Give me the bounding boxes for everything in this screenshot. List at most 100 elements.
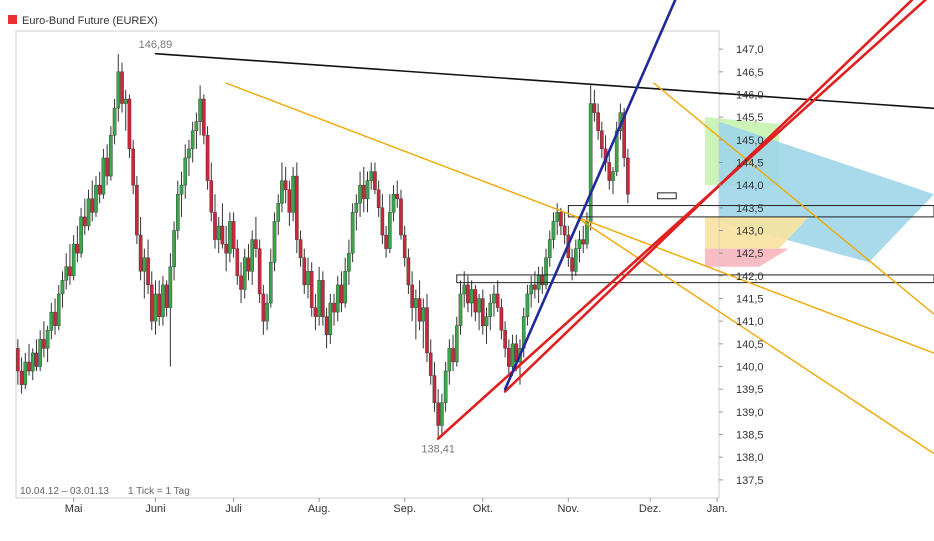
candle (484, 307, 489, 344)
candle (361, 167, 366, 213)
candle (399, 189, 403, 240)
x-axis: Mai Juni Juli Aug. Sep. Okt. Nov. Dez. Jan. (65, 498, 728, 515)
candle (529, 275, 533, 308)
candle-body (265, 302, 269, 322)
candle-body (42, 339, 46, 349)
candle-body (484, 316, 489, 326)
candle (86, 189, 91, 231)
candle (272, 212, 277, 272)
candle-body (157, 293, 162, 317)
candle-body (462, 284, 467, 295)
candle (492, 284, 496, 317)
trendlines-layer (154, 0, 934, 455)
candle-body (183, 157, 188, 186)
candle-body (469, 289, 474, 304)
candle-body (313, 307, 318, 317)
candle (45, 325, 50, 362)
candle (388, 194, 392, 254)
candle-body (161, 284, 165, 317)
candle-body (510, 343, 515, 367)
candle (187, 139, 191, 177)
candle (406, 248, 411, 294)
candle-body (626, 157, 630, 195)
candle (562, 212, 567, 245)
candle (306, 257, 310, 299)
candle-body (495, 293, 500, 308)
candle-body (458, 293, 463, 326)
candle (295, 162, 299, 254)
candle-body (295, 175, 299, 240)
plot-area-frame (15, 30, 720, 499)
candle-body (573, 248, 578, 272)
legend-swatch (8, 15, 17, 24)
candle-body (172, 230, 176, 267)
candle (454, 316, 459, 367)
y-tick-label: 140,0 (736, 362, 764, 374)
x-tick-label: Juni (145, 503, 165, 515)
candle (432, 361, 437, 412)
candle-body (235, 248, 240, 277)
candle-body (287, 189, 292, 213)
candle-body (16, 348, 20, 372)
y-tick-label: 144,5 (736, 157, 764, 169)
candle (354, 194, 359, 231)
candle-body (60, 280, 65, 295)
candle (555, 203, 559, 236)
y-tick-label: 138,0 (736, 452, 764, 464)
trendline (575, 216, 934, 455)
candle (202, 94, 206, 145)
candle-body (592, 103, 597, 113)
candle-body (607, 162, 612, 181)
candle-body (466, 284, 470, 304)
candle-body (190, 130, 195, 150)
candle (254, 216, 258, 258)
candle-body (123, 98, 128, 104)
candle-body (324, 316, 329, 335)
candle-body (402, 234, 407, 258)
candle (350, 203, 355, 263)
candles-layer (16, 54, 630, 439)
candle (231, 212, 236, 258)
candle-body (440, 402, 444, 426)
candle-body (23, 361, 28, 385)
candle (436, 389, 440, 439)
candle-body (86, 198, 91, 227)
candle (495, 280, 500, 313)
x-tick-label: Aug. (308, 503, 331, 515)
candle (64, 253, 69, 290)
candle-body (291, 175, 295, 213)
candle-body (380, 207, 385, 236)
y-tick-label: 140,5 (736, 339, 764, 351)
y-tick-label: 137,5 (736, 475, 764, 487)
y-tick-label: 139,5 (736, 384, 764, 396)
candle (224, 225, 228, 272)
candle-body (309, 271, 314, 308)
candle (414, 289, 418, 340)
y-tick-label: 141,0 (736, 316, 764, 328)
candle (209, 162, 214, 222)
candle (268, 248, 273, 308)
y-tick-label: 146,5 (736, 67, 764, 79)
candle-body (395, 194, 400, 199)
candle-body (97, 184, 102, 195)
candle (339, 271, 344, 313)
support-band (456, 274, 934, 284)
candle-body (268, 262, 273, 304)
candle (276, 194, 281, 236)
candle (164, 280, 169, 317)
candle-body (246, 257, 251, 272)
candle-body (19, 370, 24, 385)
candle-body (596, 112, 600, 131)
candle (131, 139, 135, 195)
candle-body (272, 221, 277, 263)
x-tick-label: Okt. (473, 503, 493, 515)
candle (60, 271, 65, 308)
candle (540, 266, 545, 294)
candle-body (250, 239, 254, 272)
candle (261, 284, 266, 335)
candle (23, 352, 28, 390)
candle (600, 121, 604, 158)
candle (220, 203, 225, 249)
candle-body (56, 293, 61, 326)
